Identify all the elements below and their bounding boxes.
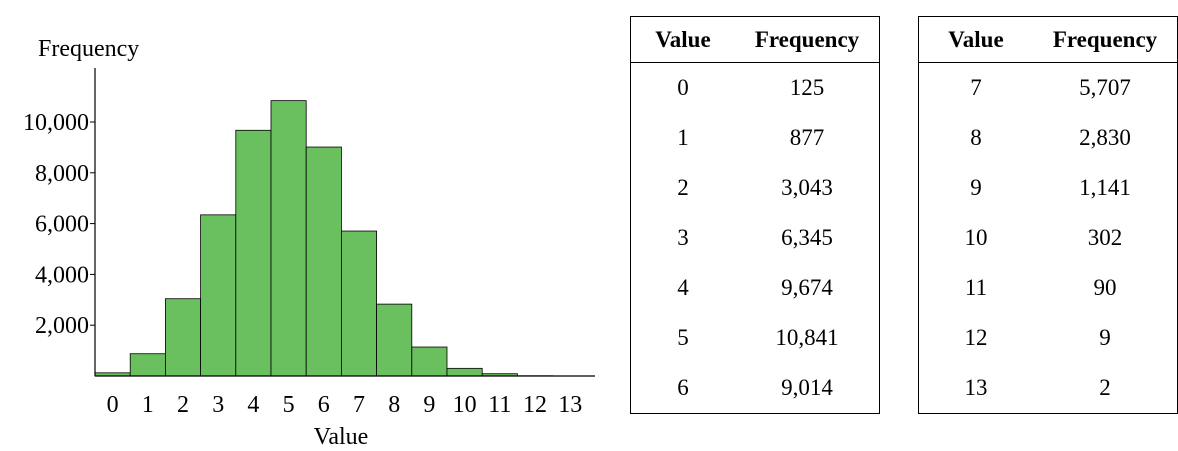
frequency-cell: 9,674: [781, 275, 833, 300]
y-tick-label: 10,000: [23, 110, 89, 136]
table-row: 2 3,043: [631, 163, 880, 213]
table-row: 10 302: [919, 213, 1178, 263]
bar-value-5: [270, 100, 307, 377]
value-cell: 6: [677, 375, 689, 400]
value-cell: 13: [964, 375, 988, 400]
x-tick-label: 12: [523, 392, 547, 418]
x-tick-label: 0: [107, 392, 119, 418]
value-cell: 1: [677, 125, 689, 150]
frequency-table-left: Value Frequency 0 125 1 877 2 3,043 3 6,345 …: [630, 16, 880, 414]
x-tick-label: 6: [318, 392, 330, 418]
table-row: 1 877: [631, 113, 880, 163]
y-tick-label: 4,000: [35, 262, 89, 288]
x-tick-label: 10: [453, 392, 477, 418]
x-tick-label: 8: [388, 392, 400, 418]
table-row: 6 9,014: [631, 363, 880, 414]
frequency-cell: 1,141: [1079, 175, 1131, 200]
bar-value-1: [129, 353, 166, 377]
y-ticks-group: 2,000 4,000 6,000 8,000 10,000: [23, 110, 95, 339]
x-tick-label: 1: [142, 392, 154, 418]
x-tick-label: 2: [177, 392, 189, 418]
x-axis-label: Value: [314, 424, 369, 450]
bar-value-8: [376, 303, 413, 377]
frequency-cell: 2: [1099, 375, 1111, 400]
table-row: 12 9: [919, 313, 1178, 363]
y-tick-label: 8,000: [35, 161, 89, 187]
column-header-frequency: Frequency: [735, 16, 880, 63]
column-header-value: Value: [630, 16, 735, 63]
x-tick-label: 3: [212, 392, 224, 418]
value-cell: 10: [964, 225, 988, 250]
value-cell: 11: [964, 275, 988, 300]
value-cell: 3: [677, 225, 689, 250]
table-row: 11 90: [919, 263, 1178, 313]
bar-value-7: [340, 230, 377, 377]
frequency-cell: 90: [1093, 275, 1117, 300]
frequency-cell: 2,830: [1079, 125, 1131, 150]
table-row: 13 2: [919, 363, 1178, 414]
table-row: 9 1,141: [919, 163, 1178, 213]
histogram-chart: Frequency Value 2,000 4,000 6,000 8,000 10,0…: [23, 36, 595, 450]
bar-value-3: [200, 214, 237, 377]
y-tick-label: 6,000: [35, 212, 89, 238]
bar-value-2: [164, 298, 201, 377]
x-tick-label: 7: [353, 392, 365, 418]
table-row: 4 9,674: [631, 263, 880, 313]
frequency-cell: 5,707: [1079, 75, 1131, 100]
table-row: 0 125: [631, 63, 880, 114]
x-tick-label: 4: [247, 392, 259, 418]
table-row: 8 2,830: [919, 113, 1178, 163]
frequency-cell: 6,345: [781, 225, 833, 250]
x-tick-label: 13: [558, 392, 582, 418]
column-header-value: Value: [918, 16, 1033, 63]
frequency-cell: 877: [789, 125, 825, 150]
table-row: 5 10,841: [631, 313, 880, 363]
frequency-cell: 3,043: [781, 175, 833, 200]
frequency-cell: 9,014: [781, 375, 833, 400]
frequency-cell: 125: [789, 75, 825, 100]
frequency-cell: 9: [1099, 325, 1111, 350]
table-row: 7 5,707: [919, 63, 1178, 114]
x-tick-label: 5: [283, 392, 295, 418]
bar-value-4: [235, 129, 272, 377]
frequency-table-right: Value Frequency 7 5,707 8 2,830 9 1,141 10 3…: [918, 16, 1178, 414]
bar-value-9: [411, 346, 448, 377]
value-cell: 8: [970, 125, 982, 150]
bars-group: [94, 100, 589, 377]
table-row: 3 6,345: [631, 213, 880, 263]
value-cell: 2: [677, 175, 689, 200]
x-tick-label: 11: [488, 392, 511, 418]
value-cell: 12: [964, 325, 988, 350]
table-header-row: Value Frequency: [918, 16, 1178, 63]
value-cell: 5: [677, 325, 689, 350]
x-tick-label: 9: [423, 392, 435, 418]
table-header-row: Value Frequency: [630, 16, 880, 63]
frequency-cell: 10,841: [775, 325, 839, 350]
x-ticks-group: 0 1 2 3 4 5 6 7 8 9 10 11 12 13: [107, 392, 583, 418]
bar-value-6: [305, 146, 342, 377]
column-header-frequency: Frequency: [1033, 16, 1178, 63]
bar-value-10: [446, 367, 483, 377]
value-cell: 9: [970, 175, 982, 200]
y-tick-label: 2,000: [35, 313, 89, 339]
value-cell: 4: [677, 275, 689, 300]
value-cell: 0: [677, 75, 689, 100]
y-axis-label: Frequency: [38, 36, 139, 62]
frequency-cell: 302: [1087, 225, 1123, 250]
value-cell: 7: [970, 75, 982, 100]
